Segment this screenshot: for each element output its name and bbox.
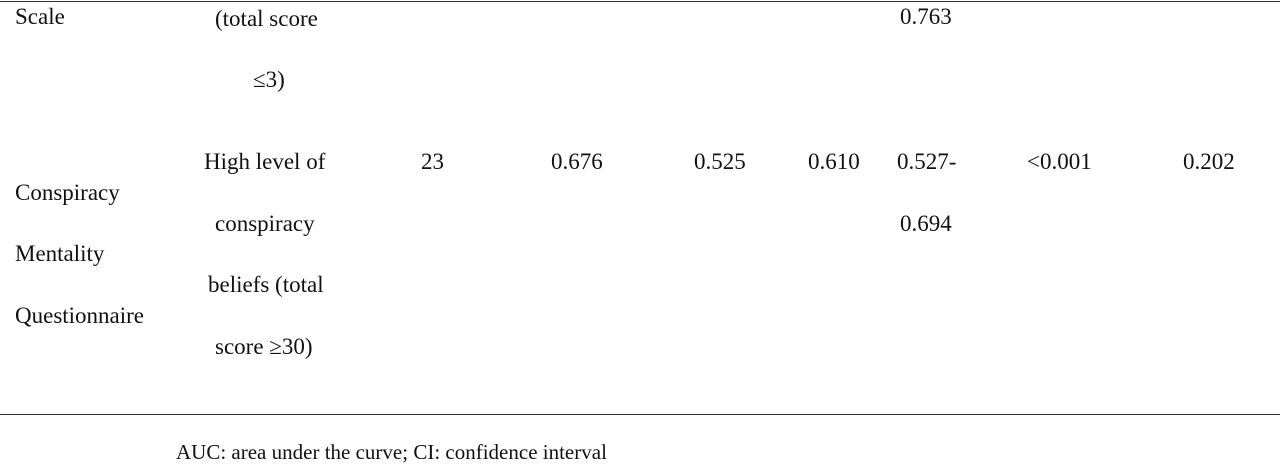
footnote: AUC: area under the curve; CI: confidenc… (176, 440, 607, 464)
cell: 0.202 (1183, 149, 1235, 174)
cell: 0.527- (897, 149, 957, 174)
cell: score ≥30) (215, 334, 313, 359)
cell: 0.525 (694, 149, 746, 174)
cell: 0.676 (551, 149, 603, 174)
cell: conspiracy (215, 211, 315, 236)
cell: beliefs (total (208, 272, 324, 297)
table-bottom-rule (0, 414, 1280, 415)
cell: Conspiracy (15, 180, 120, 205)
cell: 0.610 (808, 149, 860, 174)
cell: High level of (204, 149, 326, 174)
cell: Questionnaire (15, 303, 145, 328)
cell: Mentality (15, 241, 105, 266)
cell: 23 (421, 149, 444, 174)
cell: Scale (15, 4, 65, 29)
table-top-rule (0, 1, 1280, 2)
cell: 0.763 (900, 4, 952, 29)
cell: 0.694 (900, 211, 952, 236)
cell: ≤3) (253, 67, 285, 92)
cell: <0.001 (1027, 149, 1092, 174)
cell: (total score (215, 6, 318, 31)
